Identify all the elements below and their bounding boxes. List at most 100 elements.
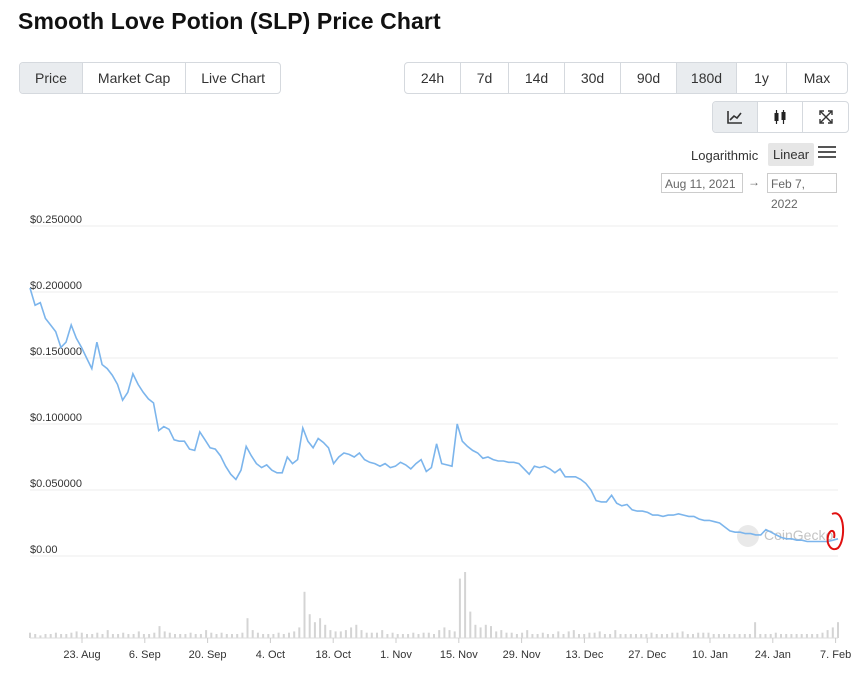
x-axis-labels: 23. Aug 6. Sep 20. Sep 4. Oct 18. Oct 1. Nov 1…	[63, 638, 851, 661]
x-tick-label: 10. Jan	[692, 649, 728, 661]
range-30d-button[interactable]: 30d	[565, 63, 621, 93]
tab-market-cap[interactable]: Market Cap	[83, 63, 187, 93]
range-24h-button[interactable]: 24h	[405, 63, 461, 93]
volume-bar	[562, 634, 565, 638]
volume-bar	[365, 632, 368, 638]
x-tick-label: 18. Oct	[315, 649, 350, 661]
volume-bar	[117, 634, 120, 638]
range-90d-button[interactable]: 90d	[621, 63, 677, 93]
fullscreen-button[interactable]	[803, 102, 848, 132]
volume-bar	[313, 622, 316, 638]
volume-bar	[168, 632, 171, 638]
volume-bar	[603, 634, 606, 638]
hamburger-menu-icon[interactable]	[818, 146, 836, 160]
volume-bar	[541, 632, 544, 638]
volume-bar	[578, 634, 580, 638]
volume-bar	[697, 632, 700, 638]
volume-bar	[738, 634, 741, 638]
tab-live-chart[interactable]: Live Chart	[201, 70, 266, 86]
volume-bar	[215, 634, 218, 638]
x-tick-label: 24. Jan	[755, 649, 791, 661]
range-1y-button[interactable]: 1y	[737, 63, 787, 93]
logarithmic-scale-option[interactable]: Logarithmic	[691, 148, 759, 163]
range-180d-button[interactable]: 180d	[677, 63, 737, 93]
volume-bar	[805, 634, 808, 638]
x-tick-label: 20. Sep	[189, 649, 227, 661]
volume-bar	[443, 627, 446, 638]
x-tick-label: 13. Dec	[565, 649, 603, 661]
volume-bar	[785, 634, 788, 638]
volume-bar	[546, 634, 549, 638]
date-from-input[interactable]: Aug 11, 2021	[661, 173, 743, 193]
line-chart-icon	[727, 111, 742, 124]
volume-bar	[433, 634, 435, 638]
y-tick-label: $0.00	[30, 544, 58, 556]
volume-bar	[127, 634, 130, 638]
volume-bar	[552, 634, 555, 638]
volume-bar	[495, 631, 498, 638]
volume-bar	[386, 634, 389, 638]
volume-bar	[681, 631, 684, 638]
volume-bar	[635, 634, 637, 638]
volume-bar	[75, 631, 78, 638]
linear-scale-option[interactable]: Linear	[768, 143, 815, 166]
volume-bar	[655, 634, 658, 638]
volume-bar	[692, 634, 694, 638]
x-tick-label: 23. Aug	[63, 649, 100, 661]
volume-bar	[702, 632, 705, 638]
range-max-button[interactable]: Max	[803, 70, 831, 86]
y-axis-labels: $0.250000 $0.200000 $0.150000 $0.100000 $0.0…	[30, 214, 82, 556]
x-tick-label: 7. Feb	[820, 649, 851, 661]
y-tick-label: $0.150000	[30, 346, 82, 358]
volume-bar	[567, 631, 570, 638]
volume-bar	[329, 630, 332, 638]
candlestick-button[interactable]	[758, 102, 803, 132]
volume-bar	[479, 627, 482, 638]
page-title: Smooth Love Potion (SLP) Price Chart	[18, 8, 441, 34]
chart-grid	[30, 225, 838, 557]
volume-bar	[153, 632, 156, 638]
volume-bar	[262, 634, 265, 638]
volume-bar	[645, 634, 648, 638]
volume-bar	[381, 630, 384, 638]
line-chart-button[interactable]	[713, 102, 758, 132]
volume-bar	[769, 634, 772, 638]
volume-bar	[272, 634, 275, 638]
chart-type-tabs: Price Market Cap Live Chart	[19, 62, 282, 94]
volume-bar	[49, 634, 52, 638]
volume-bar	[666, 634, 669, 638]
volume-bar	[231, 634, 233, 638]
volume-bar	[733, 634, 736, 638]
volume-bar	[609, 634, 612, 638]
volume-bar	[256, 632, 259, 638]
volume-bar	[189, 632, 192, 638]
volume-bar	[759, 634, 762, 638]
date-range-arrow: →	[748, 175, 760, 189]
volume-bar	[220, 632, 223, 638]
volume-bar	[572, 630, 575, 638]
coingecko-watermark: CoinGecko	[737, 525, 833, 547]
volume-bar	[298, 627, 301, 638]
volume-bar	[531, 634, 534, 638]
volume-bar	[557, 631, 560, 638]
x-tick-label: 4. Oct	[256, 649, 285, 661]
volume-bar	[334, 631, 337, 638]
range-7d-button[interactable]: 7d	[461, 63, 509, 93]
volume-bar	[111, 634, 114, 638]
volume-bar	[350, 627, 353, 638]
volume-bar	[96, 632, 99, 638]
date-to-input[interactable]: Feb 7, 2022	[767, 173, 837, 211]
volume-bar	[60, 634, 63, 638]
volume-bar	[484, 624, 487, 638]
volume-bars	[29, 572, 839, 639]
volume-bar	[640, 634, 643, 638]
volume-bar	[194, 634, 197, 638]
range-14d-button[interactable]: 14d	[509, 63, 565, 93]
tab-price[interactable]: Price	[20, 63, 83, 93]
volume-bar	[267, 634, 270, 638]
volume-bar	[458, 578, 461, 638]
volume-bar	[448, 630, 451, 638]
y-tick-label: $0.200000	[30, 280, 82, 292]
x-tick-label: 29. Nov	[503, 649, 541, 661]
volume-bar	[142, 634, 145, 638]
